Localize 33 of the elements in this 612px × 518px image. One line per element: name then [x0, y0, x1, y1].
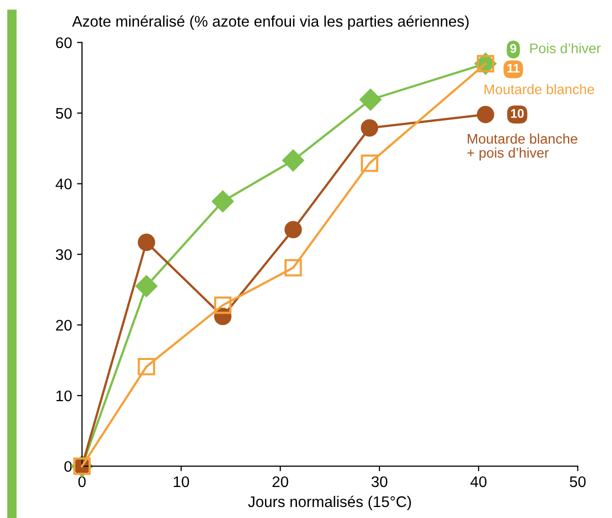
- point: [284, 259, 302, 276]
- text: Pois d’hiver: [530, 43, 601, 54]
- x-tick-label: 20: [272, 476, 288, 488]
- x-tick-label: 50: [570, 476, 586, 488]
- x-tick-label: 30: [372, 476, 388, 488]
- point: [284, 220, 302, 238]
- annotation: 9: [510, 44, 516, 53]
- x-tick-label: 0: [78, 476, 86, 488]
- point: [212, 190, 234, 212]
- point: [136, 275, 158, 297]
- y-tick-label: 10: [56, 390, 72, 402]
- x-tick-label: 10: [174, 476, 190, 488]
- y-tick-label: 0: [64, 461, 72, 472]
- y-tick-label: 50: [56, 108, 72, 119]
- y-axis-title: Azote minéralisé (% azote enfoui via les parties aériennes): [72, 15, 469, 30]
- point: [476, 106, 494, 124]
- y-tick-label: 60: [56, 37, 72, 48]
- point: [138, 358, 156, 376]
- x-axis-title: Jours normalisés (15°C): [248, 496, 411, 510]
- point: [360, 88, 382, 111]
- y-tick-label: 40: [56, 178, 72, 190]
- point: [214, 296, 232, 314]
- x-tick-label: 40: [470, 476, 486, 488]
- legend-label: Moutarde blanche: [484, 84, 594, 94]
- legend-label: Moutarde blanche + pois d’hiver: [467, 134, 578, 160]
- annotation: 11: [507, 64, 520, 73]
- point: [360, 154, 378, 172]
- y-tick-label: 20: [56, 320, 72, 331]
- annotation: 10: [511, 109, 524, 118]
- point: [360, 119, 378, 137]
- point: [282, 150, 304, 172]
- y-tick-label: 30: [56, 249, 72, 260]
- point: [138, 234, 156, 252]
